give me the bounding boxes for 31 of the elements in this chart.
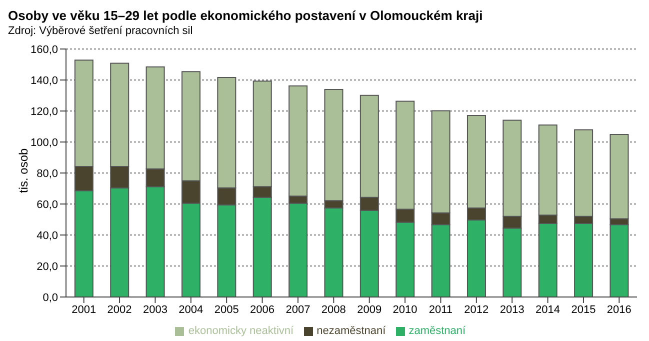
x-tick-label: 2011 <box>428 304 453 316</box>
y-tick-label: 20,0 <box>36 260 58 273</box>
x-tick-label: 2010 <box>392 304 418 316</box>
y-axis-title: tis. osob <box>16 148 30 193</box>
y-tick-label: 60,0 <box>36 198 58 211</box>
chart-subtitle: Zdroj: Výběrové šetření pracovních sil <box>8 25 194 37</box>
y-tick-label: 140,0 <box>30 74 58 87</box>
x-tick-label: 2008 <box>321 304 346 316</box>
x-tick-label: 2007 <box>286 304 310 316</box>
x-tick-label: 2003 <box>142 304 168 316</box>
x-tick-label: 2009 <box>357 304 382 316</box>
x-tick-label: 2002 <box>107 304 132 316</box>
y-tick-label: 40,0 <box>36 230 58 242</box>
legend-label: nezaměstnaní <box>316 325 386 337</box>
y-tick-label: 120,0 <box>30 106 58 118</box>
x-tick-label: 2006 <box>250 304 275 316</box>
legend-label: zaměstnaní <box>408 325 466 337</box>
legend-label: ekonomicky neaktivní <box>188 325 294 337</box>
y-tick-label: 100,0 <box>30 136 58 149</box>
x-tick-label: 2001 <box>72 304 96 316</box>
x-tick-label: 2016 <box>606 304 632 316</box>
y-tick-label: 160,0 <box>30 44 58 56</box>
x-tick-label: 2005 <box>214 304 239 316</box>
x-tick-label: 2014 <box>536 304 560 316</box>
y-tick-label: 80,0 <box>36 168 58 180</box>
x-tick-label: 2012 <box>464 304 489 316</box>
chart-title: Osoby ve věku 15–29 let podle ekonomického postavení v Olomouckém kraji <box>8 8 484 23</box>
x-tick-label: 2013 <box>500 304 524 316</box>
y-tick-label: 0,0 <box>42 292 58 304</box>
x-tick-label: 2015 <box>571 304 596 316</box>
x-tick-label: 2004 <box>178 304 204 316</box>
